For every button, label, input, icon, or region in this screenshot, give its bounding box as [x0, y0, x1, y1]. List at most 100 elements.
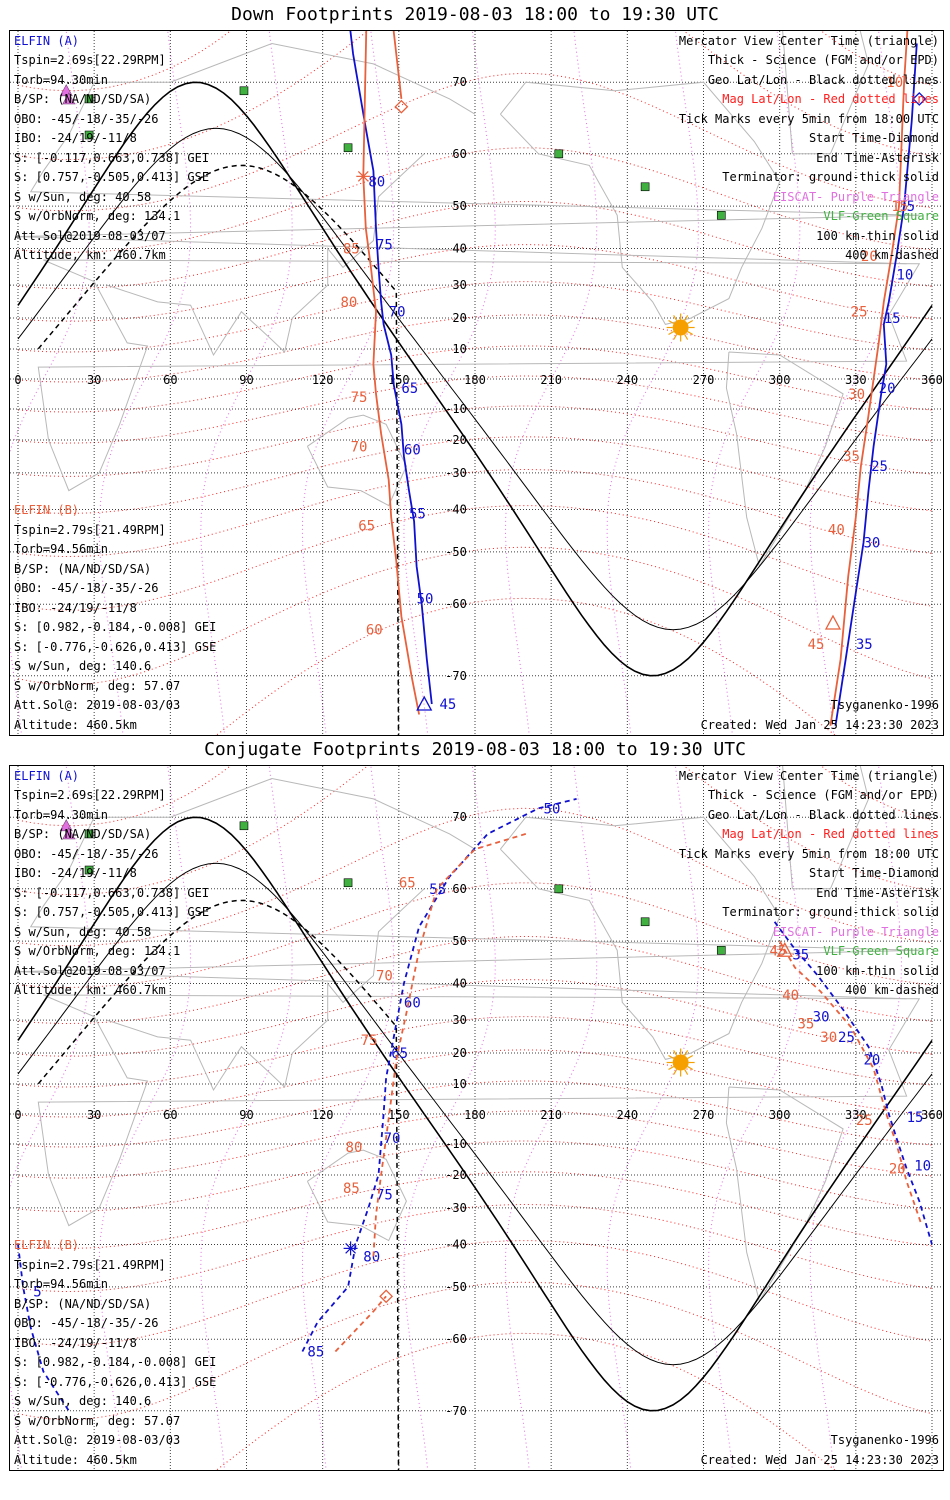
mag-lat-line [17, 766, 933, 827]
footprint-track [301, 798, 577, 1352]
legend-400km: 400 km-dashed [845, 248, 939, 262]
mag-lat-line [17, 1080, 933, 1148]
track-tick-label: 15 [884, 311, 901, 327]
elfin-a-name: ELFIN (A) [14, 34, 80, 48]
terminator-400km [37, 899, 400, 1470]
mag-lat-line [17, 1203, 933, 1293]
elfin-a-obo: OBO: -45/-18/-35/-26 [14, 847, 159, 861]
y-tick-label: -70 [445, 1404, 467, 1418]
track-tick-label: 55 [409, 506, 426, 522]
subsolar-ray [687, 1054, 694, 1060]
track-tick-label: 25 [838, 1030, 855, 1046]
track-tick-label: 60 [404, 995, 421, 1011]
elfin-a-tspin: Tspin=2.69s[22.29RPM] [14, 53, 166, 67]
elfin-a-ibo: IBO: -24/19/-11/8 [14, 131, 137, 145]
elfin-a-s-gse: S: [0.757,-0.505,0.413] GSE [14, 905, 210, 919]
mag-lat-line [17, 281, 933, 353]
vlf-station-marker [343, 143, 353, 153]
mag-lon-line [200, 31, 293, 735]
track-tick-label: 25 [871, 459, 888, 475]
legend-terminator: Terminator: ground-thick solid [722, 170, 939, 184]
track-tick-label: 15 [891, 199, 908, 215]
y-tick-label: 60 [452, 882, 466, 896]
y-tick-label: 40 [452, 242, 466, 256]
track-tick-label: 5 [33, 1285, 41, 1301]
y-tick-label: -60 [445, 1332, 467, 1346]
created-timestamp: Created: Wed Jan 25 14:23:30 2023 [700, 1453, 939, 1467]
terminator-ground [17, 81, 933, 677]
subsolar-ray [673, 1050, 678, 1056]
track-tick-label: 70 [376, 969, 393, 985]
footprint-track [829, 31, 909, 726]
elfin-b-torb: Torb=94.56min [14, 1277, 108, 1291]
track-tick-label: 70 [389, 305, 406, 321]
y-tick-label: -10 [445, 402, 467, 416]
x-tick-label: 30 [87, 373, 101, 387]
mag-lat-line [17, 375, 933, 444]
coastline [37, 994, 921, 1227]
legend-start: Start Time-Diamond [808, 131, 939, 145]
legend-vlf: VLF-Green Square [823, 944, 939, 958]
model-label: Tsyganenko-1996 [830, 1433, 939, 1447]
track-tick-label: 65 [399, 876, 416, 892]
footprint-track [362, 31, 420, 715]
subsolar-ray [684, 1050, 689, 1056]
y-tick-label: 50 [452, 199, 466, 213]
elfin-a-torb: Torb=94.30min [14, 73, 108, 87]
track-tick-label: 60 [366, 623, 383, 639]
track-tick-label: 75 [361, 1033, 378, 1049]
track-tick-label: 80 [363, 1249, 380, 1265]
legend-ticks: Tick Marks every 5min from 18:00 UTC [678, 112, 939, 126]
vlf-station-marker [554, 884, 564, 894]
x-tick-label: 0 [14, 1108, 21, 1122]
terminator-100km [17, 127, 933, 631]
mag-lat-line [17, 935, 933, 1025]
coastline [500, 81, 781, 325]
y-tick-label: 70 [452, 75, 466, 89]
elfin-a-obo: OBO: -45/-18/-35/-26 [14, 112, 159, 126]
footprint-track [17, 1244, 70, 1412]
x-tick-label: 360 [921, 373, 943, 387]
elfin-b-tspin: Tspin=2.79s[21.49RPM] [14, 1258, 166, 1272]
chart-title-down: Down Footprints 2019-08-03 18:00 to 19:3… [231, 4, 719, 25]
start-diamond-marker [912, 91, 927, 106]
coastline [17, 42, 920, 265]
elfin-a-ibo: IBO: -24/19/-11/8 [14, 866, 137, 880]
legend-terminator: Terminator: ground-thick solid [722, 905, 939, 919]
vlf-station-marker [84, 865, 94, 875]
footprint-track [349, 31, 433, 705]
footprint-track [773, 921, 933, 1245]
subsolar-ray [684, 315, 689, 321]
track-tick-label: 20 [889, 1162, 906, 1178]
coastline [725, 1086, 844, 1303]
y-tick-label: 70 [452, 810, 466, 824]
elfin-b-name: ELFIN (B) [14, 503, 80, 517]
x-tick-label: 360 [921, 1108, 943, 1122]
mag-lon-line [301, 31, 395, 735]
coastline [500, 816, 781, 1060]
mag-lat-line [17, 1140, 933, 1212]
track-tick-label: 65 [358, 519, 375, 535]
chart-title-conjugate: Conjugate Footprints 2019-08-03 18:00 to… [204, 739, 746, 760]
subsolar-ray [668, 1054, 675, 1060]
coastline [782, 31, 870, 155]
elfin-a-altitude: Altitude, km: 460.7km [14, 983, 166, 997]
elfin-a-s-sun: S w/Sun, deg: 40.58 [14, 190, 152, 204]
elfin-b-altitude: Altitude: 460.5km [14, 718, 137, 732]
x-tick-label: 180 [464, 1108, 486, 1122]
vlf-station-marker [239, 821, 249, 831]
vlf-station-marker [716, 945, 726, 955]
mag-lon-line [606, 31, 699, 735]
x-tick-label: 300 [769, 1108, 791, 1122]
track-tick-label: 10 [886, 75, 903, 91]
elfin-a-torb: Torb=94.30min [14, 808, 108, 822]
center-time-triangle [416, 695, 433, 711]
y-tick-label: 20 [452, 311, 466, 325]
y-tick-label: -60 [445, 597, 467, 611]
track-tick-label: 65 [401, 381, 418, 397]
mag-lat-line [17, 200, 933, 290]
track-tick-label: 35 [843, 449, 860, 465]
y-tick-label: 10 [452, 342, 466, 356]
y-tick-label: 30 [452, 278, 466, 292]
elfin-b-s-gse: S: [-0.776,-0.626,0.413] GSE [14, 640, 217, 654]
